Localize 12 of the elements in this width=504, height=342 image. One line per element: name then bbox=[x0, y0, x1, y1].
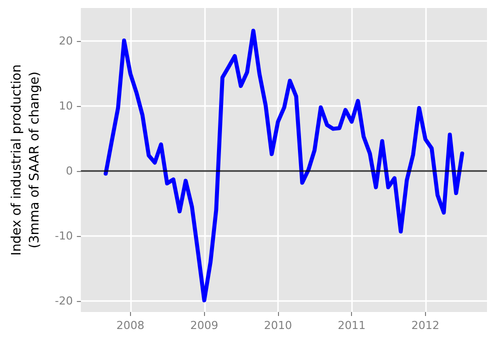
line-series bbox=[104, 28, 464, 302]
y-tick-label: 0 bbox=[66, 164, 73, 178]
x-tick-label: 2008 bbox=[116, 319, 144, 332]
y-tick-label: 10 bbox=[58, 100, 73, 113]
x-tick-label: 2009 bbox=[190, 319, 218, 332]
x-tick-label: 2010 bbox=[264, 319, 292, 332]
y-axis-title: Index of industrial production (3mma of SAAR of change) bbox=[10, 64, 42, 256]
y-tick-label: -10 bbox=[54, 230, 73, 242]
y-tick-label: -20 bbox=[54, 294, 73, 308]
x-tick-label: 2011 bbox=[338, 319, 366, 332]
x-tick-label: 2012 bbox=[411, 319, 440, 332]
y-tick-label: 20 bbox=[58, 34, 73, 48]
